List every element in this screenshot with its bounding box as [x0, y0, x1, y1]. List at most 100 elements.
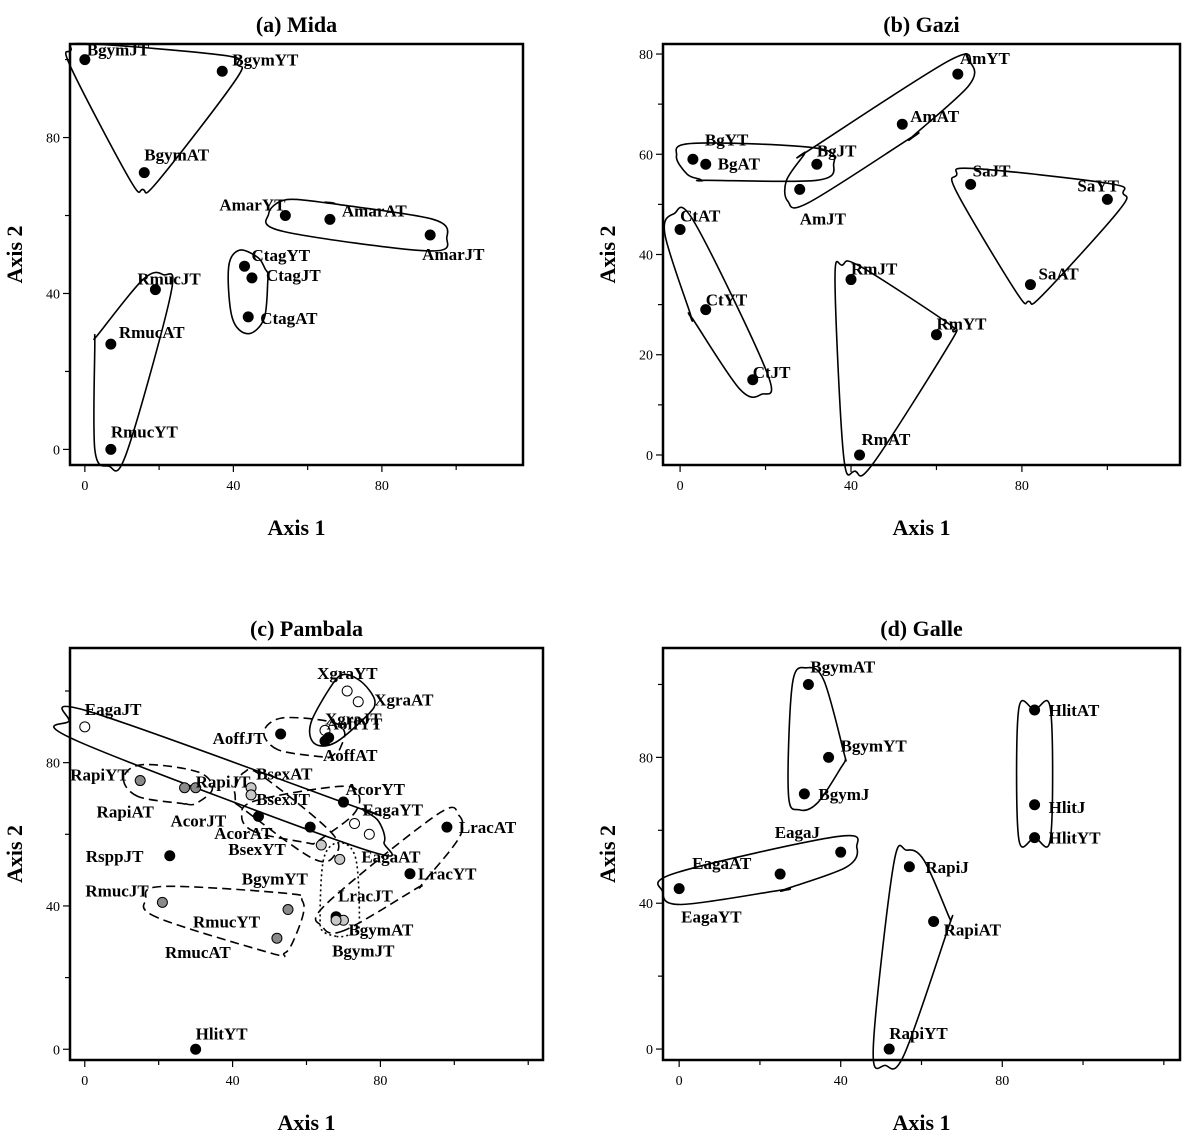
data-point	[275, 728, 287, 740]
group-outline	[1015, 699, 1054, 848]
y-tick-label: 80	[46, 132, 60, 147]
point-label: LracJT	[338, 887, 393, 906]
point-label: RsppJT	[86, 847, 144, 866]
data-point	[1029, 832, 1041, 844]
data-point	[352, 696, 364, 708]
group-outline	[227, 249, 270, 335]
point-label: RapiJ	[925, 858, 969, 877]
x-axis-label: Axis 1	[892, 1110, 950, 1135]
x-tick-label: 0	[677, 479, 684, 494]
data-point	[134, 775, 146, 787]
point-label: RmucAT	[119, 323, 185, 342]
point-label: AmAT	[910, 107, 959, 126]
y-axis-label: Axis 2	[595, 825, 620, 883]
data-point	[1029, 799, 1041, 811]
point-label: AmYT	[960, 49, 1011, 68]
data-point	[774, 868, 786, 880]
group-outline	[142, 885, 305, 958]
point-label: BgymYT	[242, 869, 309, 888]
point-label: RmucJT	[85, 881, 149, 900]
y-tick-label: 80	[639, 751, 653, 766]
data-point	[334, 853, 346, 865]
point-label: BgymAT	[144, 146, 210, 165]
point-label: EagaAT	[361, 847, 421, 866]
data-point	[246, 272, 258, 284]
x-tick-label: 40	[844, 479, 858, 494]
group-outline	[308, 673, 376, 747]
data-point	[802, 678, 814, 690]
point-label: EagaYT	[681, 908, 742, 927]
data-point	[156, 896, 168, 908]
point-label: BgymAT	[810, 657, 876, 676]
point-label: SaAT	[1038, 265, 1079, 284]
y-axis-label: Axis 2	[2, 825, 27, 883]
group-outline	[872, 844, 954, 1070]
panel-title: (d) Galle	[880, 616, 963, 641]
panel-title: (b) Gazi	[883, 12, 959, 37]
point-label: AoffYT	[327, 715, 383, 734]
x-axis-label: Axis 1	[892, 515, 950, 540]
point-label: SaYT	[1077, 176, 1119, 195]
data-point	[324, 213, 336, 225]
data-point	[242, 311, 254, 323]
point-label: BgymAT	[348, 920, 414, 939]
data-point	[239, 260, 251, 272]
group-outline	[950, 167, 1128, 305]
data-point	[928, 915, 940, 927]
point-label: EagaJT	[85, 700, 142, 719]
panel-title: (a) Mida	[256, 12, 337, 37]
data-point	[930, 329, 942, 341]
point-label: RmucAT	[165, 943, 231, 962]
y-tick-label: 40	[46, 287, 60, 302]
point-label: RmucYT	[111, 422, 179, 441]
data-point	[282, 904, 294, 916]
y-tick-label: 0	[646, 449, 653, 464]
point-label: SaJT	[973, 161, 1011, 180]
x-tick-label: 40	[834, 1074, 848, 1089]
point-label: RmJT	[851, 260, 898, 279]
x-tick-label: 0	[81, 479, 88, 494]
y-tick-label: 40	[639, 249, 653, 264]
y-tick-label: 40	[639, 897, 653, 912]
data-point	[903, 861, 915, 873]
y-axis-label: Axis 2	[595, 225, 620, 283]
group-outline	[53, 705, 393, 857]
data-point	[952, 68, 964, 80]
x-tick-label: 0	[81, 1074, 88, 1089]
point-label: CtagAT	[260, 309, 318, 328]
x-axis-label: Axis 1	[267, 515, 325, 540]
data-point	[700, 304, 712, 316]
data-point	[673, 883, 685, 895]
point-label: CtAT	[680, 206, 721, 225]
point-label: BgymJT	[332, 941, 395, 960]
point-label: RapiJT	[196, 773, 251, 792]
point-label: EagaYT	[363, 801, 424, 820]
data-point	[441, 821, 453, 833]
x-tick-label: 40	[226, 1074, 240, 1089]
point-label: HlitYT	[196, 1024, 249, 1043]
group-outline	[264, 198, 449, 252]
data-point	[79, 721, 91, 733]
data-point	[424, 229, 436, 241]
data-point	[319, 735, 331, 747]
group-outline	[240, 785, 361, 845]
point-label: BsexYT	[228, 840, 286, 859]
data-point	[747, 374, 759, 386]
point-label: EagaAT	[692, 854, 752, 873]
group-outline	[319, 841, 361, 938]
data-point	[845, 274, 857, 286]
point-label: BgYT	[705, 130, 749, 149]
data-point	[179, 782, 191, 794]
point-label: AmarJT	[422, 245, 485, 264]
point-label: HlitAT	[1049, 701, 1100, 720]
x-tick-label: 80	[375, 479, 389, 494]
x-tick-label: 40	[226, 479, 240, 494]
data-point	[149, 284, 161, 296]
data-point	[687, 153, 699, 165]
y-tick-label: 60	[639, 148, 653, 163]
point-label: LracAT	[459, 818, 517, 837]
y-tick-label: 0	[53, 443, 60, 458]
point-label: XgraAT	[374, 691, 434, 710]
data-point	[883, 1043, 895, 1055]
point-label: RapiYT	[70, 766, 129, 785]
